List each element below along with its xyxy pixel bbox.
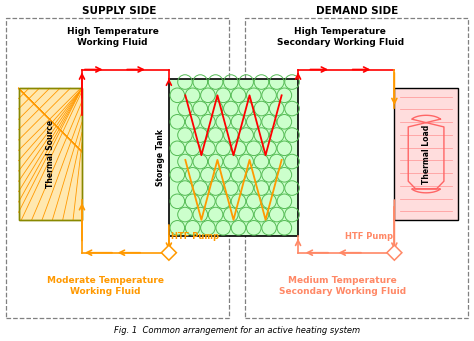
Polygon shape (387, 245, 402, 260)
Text: DEMAND SIDE: DEMAND SIDE (316, 6, 398, 16)
Text: Fig. 1  Common arrangement for an active heating system: Fig. 1 Common arrangement for an active … (114, 326, 360, 335)
Text: Medium Temperature
Secondary Working Fluid: Medium Temperature Secondary Working Flu… (279, 276, 406, 296)
Bar (18, 88, 82, 220)
Text: Thermal Source: Thermal Source (46, 120, 55, 188)
Text: Moderate Temperature
Working Fluid: Moderate Temperature Working Fluid (47, 276, 164, 296)
Text: Storage Tank: Storage Tank (156, 129, 165, 186)
Polygon shape (161, 245, 176, 260)
Text: HTF Pump: HTF Pump (345, 232, 392, 241)
Bar (6, 18, 229, 318)
Text: HTF Pump: HTF Pump (171, 232, 219, 241)
Bar (18, 88, 82, 220)
Text: High Temperature
Working Fluid: High Temperature Working Fluid (66, 27, 158, 47)
Text: High Temperature
Secondary Working Fluid: High Temperature Secondary Working Fluid (277, 27, 404, 47)
Bar (169, 79, 298, 236)
Bar (245, 18, 468, 318)
Bar (394, 88, 458, 220)
Text: Thermal Load: Thermal Load (421, 124, 430, 184)
Text: SUPPLY SIDE: SUPPLY SIDE (82, 6, 157, 16)
